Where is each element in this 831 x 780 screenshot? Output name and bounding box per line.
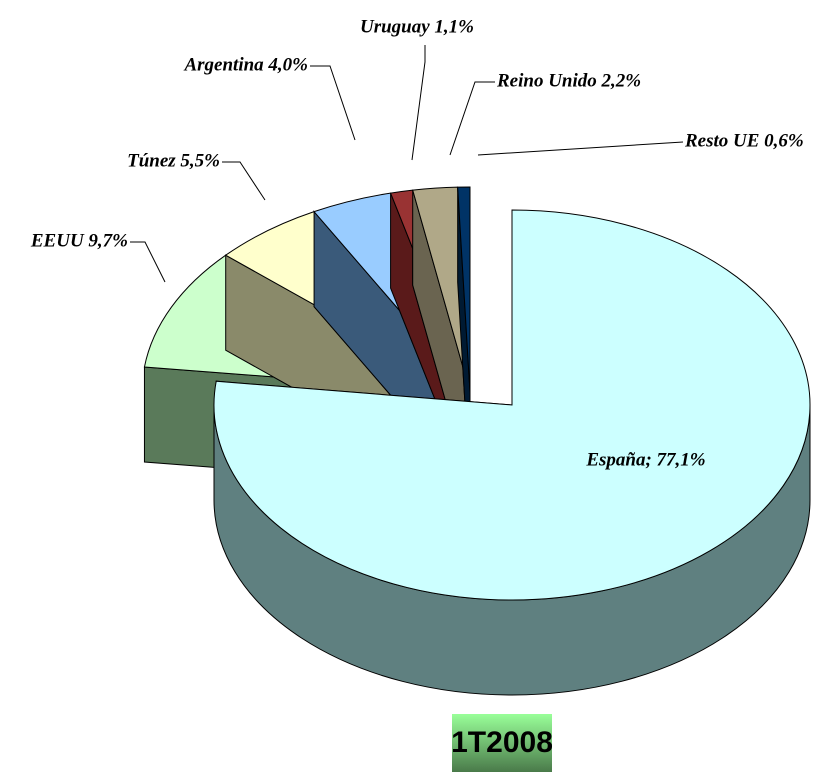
data-label: España; 77,1% (585, 449, 705, 470)
leader-line (310, 65, 356, 141)
data-label: Reino Unido 2,2% (496, 70, 641, 91)
slice (457, 186, 471, 393)
data-label: Uruguay 1,1% (360, 16, 474, 37)
title-box (452, 714, 552, 772)
leader-line (477, 141, 684, 156)
leader-line (130, 241, 166, 283)
data-label: Túnez 5,5% (127, 150, 220, 171)
data-label: EEUU 9,7% (30, 230, 128, 251)
slice (213, 209, 811, 601)
chart-title: 1T2008 (451, 726, 553, 759)
data-label: Argentina 4,0% (183, 54, 308, 75)
leader-line (222, 161, 266, 201)
leader-line (411, 45, 426, 161)
label-box (572, 440, 720, 482)
leader-line (449, 81, 495, 156)
data-label: Resto UE 0,6% (684, 130, 804, 151)
